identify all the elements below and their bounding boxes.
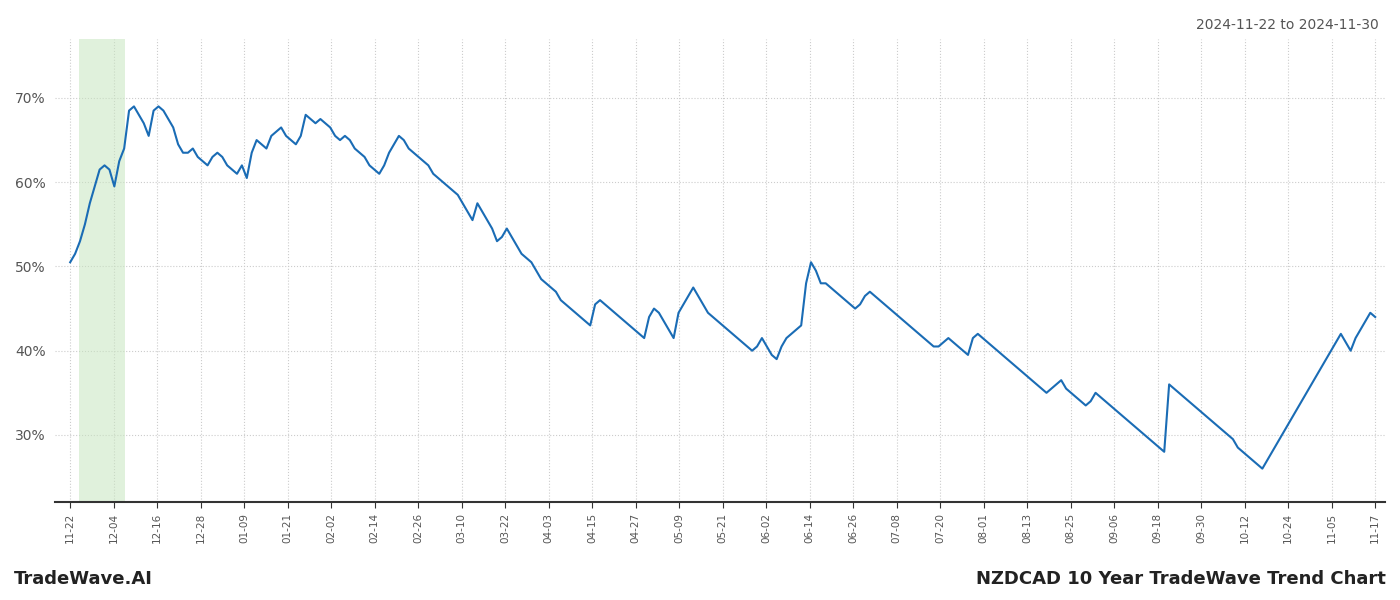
Text: TradeWave.AI: TradeWave.AI (14, 570, 153, 588)
Bar (78, 39, 125, 502)
Text: NZDCAD 10 Year TradeWave Trend Chart: NZDCAD 10 Year TradeWave Trend Chart (976, 570, 1386, 588)
Text: 2024-11-22 to 2024-11-30: 2024-11-22 to 2024-11-30 (1196, 18, 1379, 32)
